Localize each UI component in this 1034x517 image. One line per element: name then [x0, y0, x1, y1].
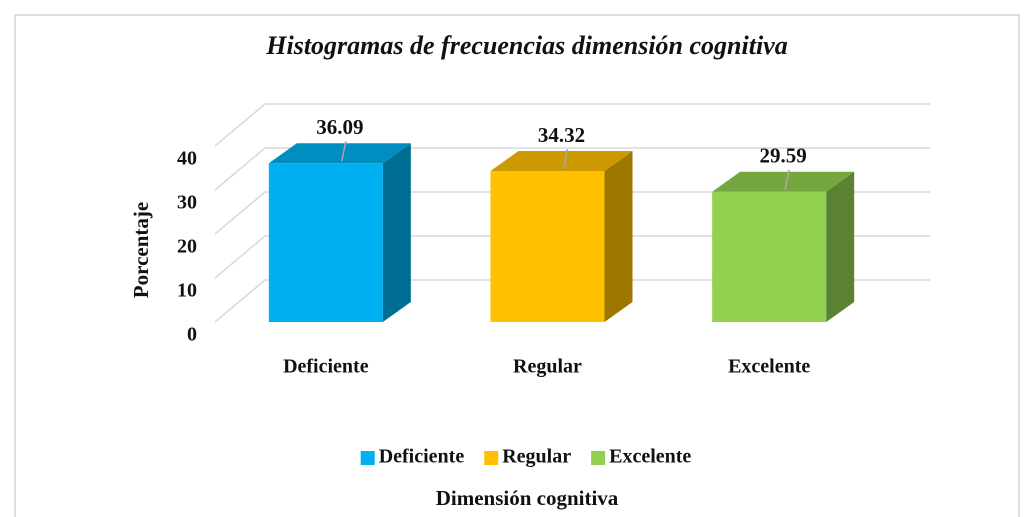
y-axis-title: Porcentaje [129, 202, 153, 298]
data-label: 34.32 [538, 123, 585, 147]
label-leader [341, 141, 347, 162]
y-tick-label: 10 [177, 280, 197, 302]
bar-side [382, 143, 411, 322]
legend-label: Deficiente [379, 446, 465, 468]
x-tick-label: Excelente [728, 356, 810, 378]
bar-side [826, 171, 855, 322]
legend-swatch [360, 451, 375, 465]
chart-title: Histogramas de frecuencias dimensión cog… [265, 31, 787, 60]
x-tick-label: Deficiente [283, 356, 369, 378]
y-tick-label: 20 [177, 236, 197, 258]
bar-top [268, 143, 411, 164]
y-tick-label: 0 [187, 324, 197, 346]
legend-label: Excelente [609, 446, 691, 468]
y-tick-label: 40 [177, 148, 197, 170]
legend-swatch [591, 451, 606, 465]
grid-line [214, 147, 930, 191]
grid-line [214, 235, 930, 279]
bar [490, 170, 605, 322]
data-label: 29.59 [760, 144, 807, 168]
y-tick-label: 30 [177, 192, 197, 214]
x-tick-label: Regular [513, 356, 582, 378]
x-axis-title: Dimensión cognitiva [436, 486, 619, 510]
data-label: 36.09 [316, 115, 363, 139]
bar [712, 191, 827, 322]
bar-top [712, 171, 855, 192]
label-leader [784, 169, 790, 190]
label-leader [562, 148, 569, 170]
legend-swatch [484, 451, 499, 465]
grid-line [214, 279, 930, 323]
grid-line [214, 191, 930, 235]
bar-side [604, 150, 633, 322]
bar-top [490, 150, 633, 171]
legend-label: Regular [502, 446, 571, 468]
grid-line [214, 103, 930, 147]
bar [268, 163, 383, 322]
